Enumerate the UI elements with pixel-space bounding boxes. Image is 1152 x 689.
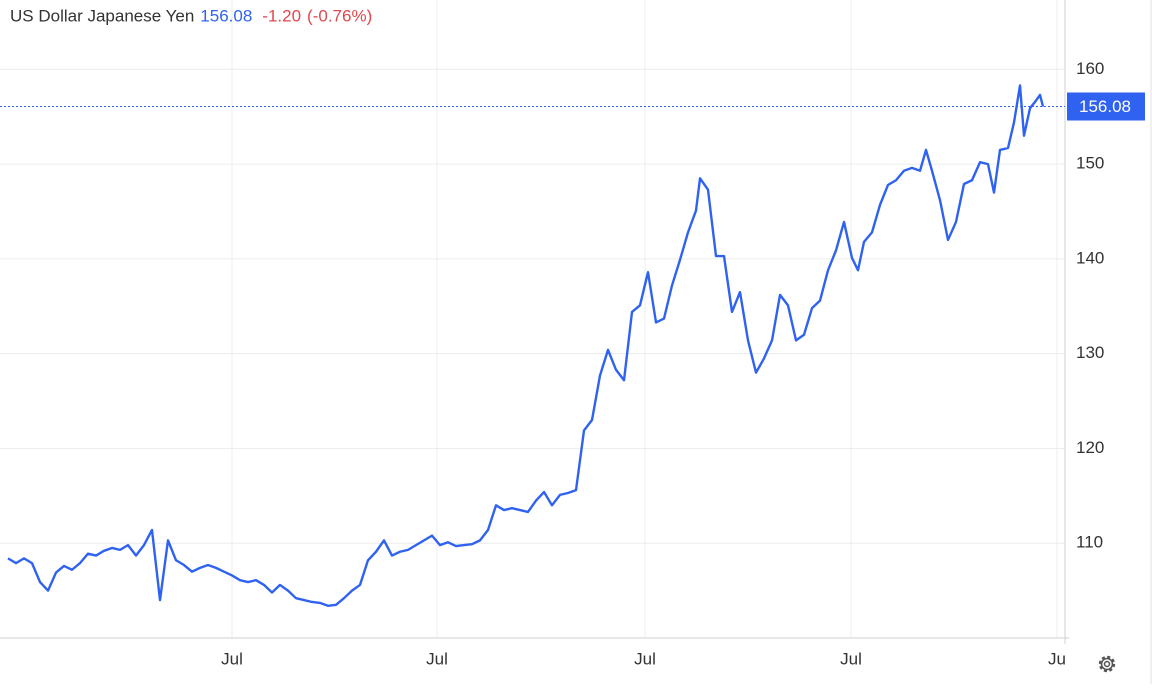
price-line (7, 84, 1045, 607)
y-tick-label: 130 (1076, 343, 1104, 362)
x-tick-label: Ju (1048, 649, 1066, 668)
settings-icon[interactable] (1098, 655, 1116, 673)
last-price-box (1067, 92, 1145, 121)
change-percent: (-0.76%) (307, 6, 372, 25)
y-tick-label: 150 (1076, 154, 1104, 173)
x-tick-label: Jul (840, 649, 862, 668)
x-tick-label: Jul (426, 649, 448, 668)
y-tick-label: 110 (1076, 533, 1103, 552)
last-price-label: 156.08 (1079, 97, 1131, 116)
last-price: 156.08 (200, 6, 252, 25)
x-tick-label: Jul (221, 649, 243, 668)
x-tick-label: Jul (634, 649, 656, 668)
y-tick-label: 160 (1076, 59, 1104, 78)
chart-title: US Dollar Japanese Yen (10, 6, 194, 25)
y-tick-label: 140 (1076, 248, 1104, 267)
change: -1.20 (262, 6, 301, 25)
y-tick-label: 120 (1076, 438, 1104, 457)
